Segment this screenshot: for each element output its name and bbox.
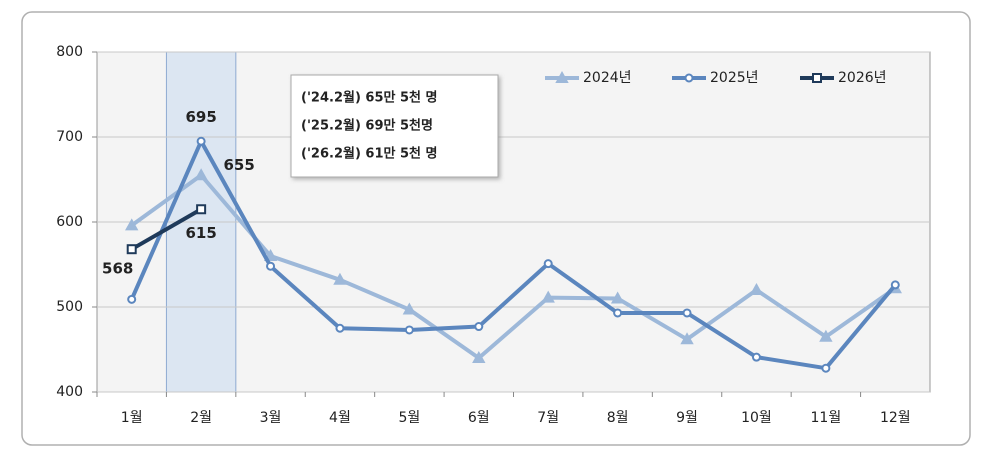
- marker: [196, 136, 206, 146]
- x-tick-label: 10월: [741, 410, 772, 426]
- data-label: 695: [185, 108, 216, 126]
- x-tick-label: 2월: [190, 410, 212, 426]
- x-tick-label: 11월: [811, 410, 842, 426]
- x-tick-label: 7월: [537, 410, 559, 426]
- y-tick-label: 700: [56, 129, 83, 145]
- legend-label: 2026년: [838, 70, 887, 86]
- annotation: ('25.2월) 69만 5천명: [301, 118, 433, 134]
- marker: [541, 290, 555, 303]
- annotation: ('26.2월) 61만 5천 명: [301, 146, 438, 162]
- marker: [472, 350, 486, 363]
- marker: [194, 168, 208, 181]
- annotation: ('24.2월) 65만 5천 명: [301, 90, 438, 106]
- marker: [812, 73, 822, 83]
- marker: [125, 218, 139, 231]
- marker: [819, 329, 833, 342]
- line: [130, 207, 203, 251]
- series: [126, 204, 207, 255]
- marker: [196, 204, 207, 215]
- marker: [402, 302, 417, 315]
- x-tick-label: 6월: [468, 410, 490, 426]
- y-tick-label: 400: [56, 384, 83, 400]
- marker: [266, 261, 276, 271]
- marker: [751, 352, 761, 362]
- marker: [749, 282, 764, 295]
- marker: [682, 308, 692, 318]
- x-tick-label: 4월: [329, 410, 351, 426]
- marker: [474, 322, 484, 332]
- x-tick-label: 9월: [676, 410, 698, 426]
- x-tick-label: 1월: [121, 410, 143, 426]
- y-tick-label: 800: [56, 44, 83, 60]
- x-tick-label: 12월: [880, 410, 911, 426]
- x-tick-label: 8월: [607, 410, 629, 426]
- data-label: 655: [223, 156, 254, 174]
- marker: [127, 294, 137, 304]
- line: [129, 139, 897, 371]
- series: [127, 136, 900, 373]
- marker: [610, 291, 625, 304]
- legend-label: 2025년: [710, 70, 759, 86]
- marker: [890, 280, 900, 290]
- x-tick-label: 5월: [398, 410, 420, 426]
- marker: [821, 363, 831, 373]
- y-tick-label: 600: [56, 214, 83, 230]
- legend-label: 2024년: [583, 70, 632, 86]
- marker: [613, 308, 623, 318]
- marker: [333, 272, 347, 285]
- marker: [404, 325, 414, 335]
- marker: [543, 259, 553, 269]
- annotation-box: [290, 74, 499, 178]
- data-label: 615: [185, 224, 216, 242]
- marker: [684, 73, 694, 83]
- x-tick-label: 3월: [260, 410, 282, 426]
- marker: [335, 323, 345, 333]
- marker: [126, 244, 137, 255]
- marker: [555, 70, 569, 83]
- y-tick-label: 500: [56, 299, 83, 315]
- marker: [680, 332, 694, 345]
- data-label: 568: [102, 260, 133, 278]
